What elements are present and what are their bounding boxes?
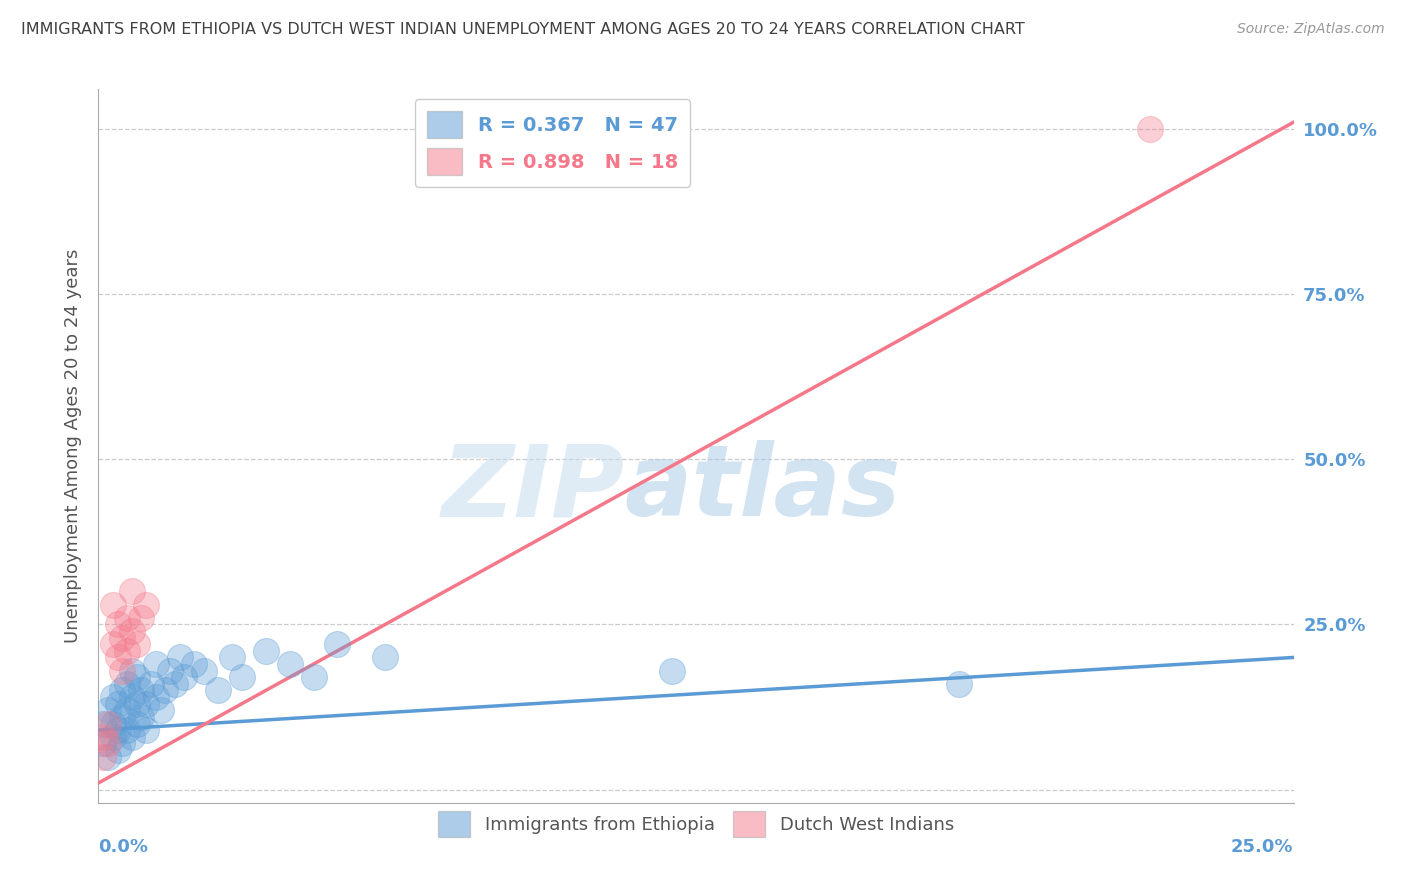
Point bbox=[101, 730, 124, 744]
Point bbox=[1139, 121, 1161, 136]
Point bbox=[97, 749, 120, 764]
Point bbox=[111, 736, 134, 750]
Text: ZIP: ZIP bbox=[441, 441, 624, 537]
Point bbox=[125, 697, 148, 711]
Point bbox=[183, 657, 205, 671]
Point bbox=[125, 637, 148, 651]
Point bbox=[101, 598, 124, 612]
Point bbox=[145, 690, 167, 704]
Point bbox=[115, 677, 138, 691]
Point bbox=[125, 670, 148, 684]
Point bbox=[107, 617, 129, 632]
Point bbox=[115, 644, 138, 658]
Point bbox=[139, 677, 162, 691]
Text: IMMIGRANTS FROM ETHIOPIA VS DUTCH WEST INDIAN UNEMPLOYMENT AMONG AGES 20 TO 24 Y: IMMIGRANTS FROM ETHIOPIA VS DUTCH WEST I… bbox=[21, 22, 1025, 37]
Point bbox=[145, 657, 167, 671]
Point bbox=[155, 683, 177, 698]
Point bbox=[115, 723, 138, 738]
Point bbox=[97, 703, 120, 717]
Point bbox=[107, 743, 129, 757]
Point bbox=[121, 730, 143, 744]
Point bbox=[374, 650, 396, 665]
Point bbox=[135, 598, 157, 612]
Point bbox=[107, 697, 129, 711]
Point bbox=[91, 730, 114, 744]
Point bbox=[91, 716, 114, 731]
Point bbox=[111, 631, 134, 645]
Point bbox=[131, 611, 153, 625]
Point bbox=[163, 677, 186, 691]
Point bbox=[302, 670, 325, 684]
Point bbox=[97, 716, 120, 731]
Legend: Immigrants from Ethiopia, Dutch West Indians: Immigrants from Ethiopia, Dutch West Ind… bbox=[430, 804, 962, 844]
Point bbox=[326, 637, 349, 651]
Point bbox=[135, 697, 157, 711]
Point bbox=[91, 736, 114, 750]
Point bbox=[107, 650, 129, 665]
Point bbox=[91, 749, 114, 764]
Text: Source: ZipAtlas.com: Source: ZipAtlas.com bbox=[1237, 22, 1385, 37]
Point bbox=[149, 703, 172, 717]
Text: 0.0%: 0.0% bbox=[98, 838, 149, 856]
Point bbox=[207, 683, 229, 698]
Y-axis label: Unemployment Among Ages 20 to 24 years: Unemployment Among Ages 20 to 24 years bbox=[63, 249, 82, 643]
Point bbox=[121, 690, 143, 704]
Point bbox=[173, 670, 195, 684]
Text: atlas: atlas bbox=[624, 441, 901, 537]
Point bbox=[111, 664, 134, 678]
Point bbox=[125, 716, 148, 731]
Point bbox=[97, 736, 120, 750]
Point bbox=[111, 683, 134, 698]
Point bbox=[221, 650, 243, 665]
Point bbox=[159, 664, 181, 678]
Point bbox=[135, 723, 157, 738]
Point bbox=[115, 611, 138, 625]
Point bbox=[278, 657, 301, 671]
Text: 25.0%: 25.0% bbox=[1232, 838, 1294, 856]
Point bbox=[121, 664, 143, 678]
Point bbox=[661, 664, 683, 678]
Point bbox=[107, 723, 129, 738]
Point bbox=[111, 710, 134, 724]
Point bbox=[131, 683, 153, 698]
Point bbox=[101, 637, 124, 651]
Point bbox=[169, 650, 191, 665]
Point bbox=[101, 716, 124, 731]
Point bbox=[948, 677, 970, 691]
Point bbox=[121, 624, 143, 638]
Point bbox=[101, 690, 124, 704]
Point bbox=[115, 703, 138, 717]
Point bbox=[254, 644, 277, 658]
Point bbox=[231, 670, 253, 684]
Point bbox=[193, 664, 215, 678]
Point bbox=[131, 710, 153, 724]
Point bbox=[121, 584, 143, 599]
